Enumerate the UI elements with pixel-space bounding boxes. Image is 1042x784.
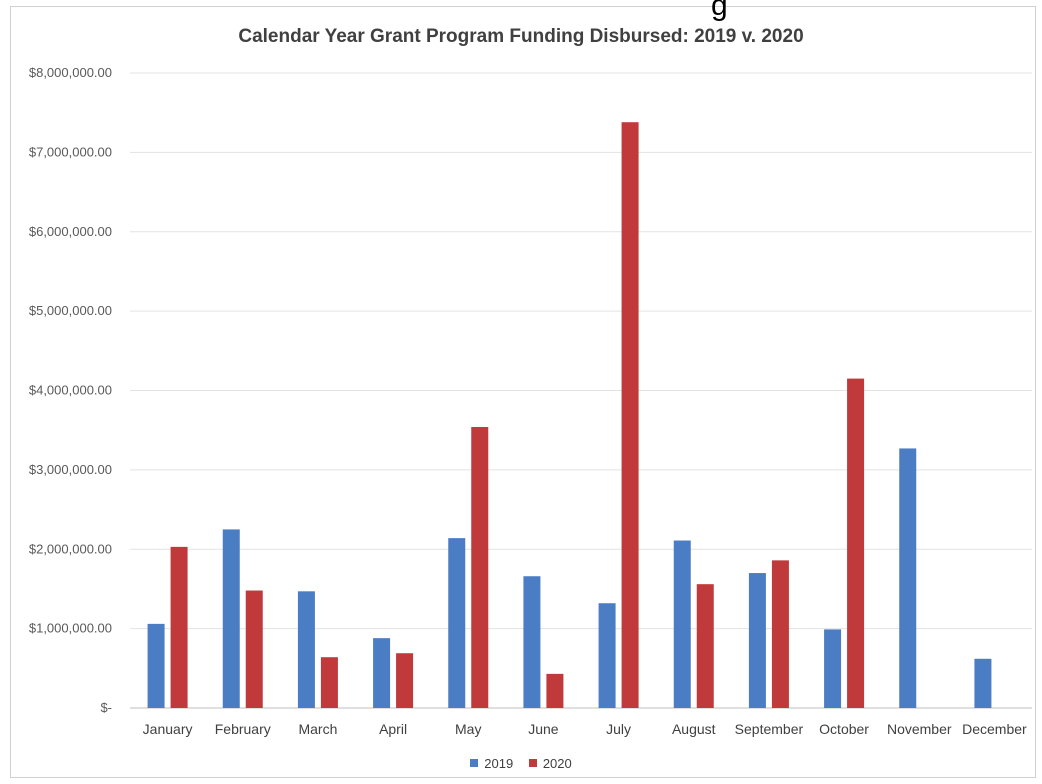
bar-2020-march [320, 657, 338, 708]
y-tick-label: $3,000,000.00 [29, 462, 112, 477]
bar-2019-december [974, 658, 992, 708]
legend-label-2019: 2019 [484, 755, 514, 771]
bar-2020-september [771, 560, 789, 708]
cropped-header-text: g [711, 0, 728, 22]
y-tick-label: $8,000,000.00 [29, 65, 112, 80]
bar-2020-july [621, 122, 639, 708]
y-tick-label: $7,000,000.00 [29, 144, 112, 159]
bar-2020-may [471, 427, 489, 708]
bar-2019-april [373, 638, 391, 708]
bar-2019-november [899, 448, 917, 708]
bar-2019-february [222, 529, 240, 708]
x-tick-label: August [672, 721, 716, 737]
legend-swatch-2019 [470, 759, 479, 767]
y-tick-label: $4,000,000.00 [29, 383, 112, 398]
x-tick-label: November [887, 721, 952, 737]
bar-2020-april [396, 653, 414, 708]
legend-item-2019: 2019 [470, 756, 513, 771]
bar-2020-june [546, 673, 564, 708]
bar-2020-january [170, 546, 188, 708]
bar-2020-october [847, 378, 865, 708]
y-tick-label: $- [100, 700, 112, 715]
bar-2019-june [523, 576, 541, 708]
y-tick-label: $6,000,000.00 [29, 224, 112, 239]
legend-label-2020: 2020 [542, 755, 572, 771]
x-tick-label: January [143, 721, 193, 737]
y-tick-label: $2,000,000.00 [29, 541, 112, 556]
bar-2019-october [824, 629, 842, 708]
bar-2019-may [448, 538, 466, 708]
x-tick-label: May [455, 721, 481, 737]
y-tick-label: $5,000,000.00 [29, 303, 112, 318]
legend-swatch-2020 [528, 759, 537, 767]
legend: 2019 2020 [0, 755, 1042, 771]
x-tick-label: October [819, 721, 869, 737]
y-tick-label: $1,000,000.00 [29, 621, 112, 636]
bar-2019-july [598, 603, 616, 708]
x-tick-label: June [528, 721, 559, 737]
chart-title: Calendar Year Grant Program Funding Disb… [238, 26, 804, 47]
legend-item-2020: 2020 [528, 755, 572, 771]
bar-2019-january [147, 623, 165, 708]
bar-2019-march [297, 591, 315, 708]
x-tick-label: February [215, 721, 271, 737]
bar-2019-august [673, 540, 691, 708]
bar-2020-february [245, 590, 263, 708]
x-tick-label: April [379, 721, 407, 737]
chart-frame: g [10, 0, 1036, 778]
x-tick-label: December [962, 721, 1027, 737]
bar-2019-september [748, 573, 766, 708]
x-tick-label: September [735, 721, 804, 737]
bar-2020-august [696, 584, 714, 708]
x-tick-label: March [298, 721, 337, 737]
x-tick-label: July [606, 721, 631, 737]
